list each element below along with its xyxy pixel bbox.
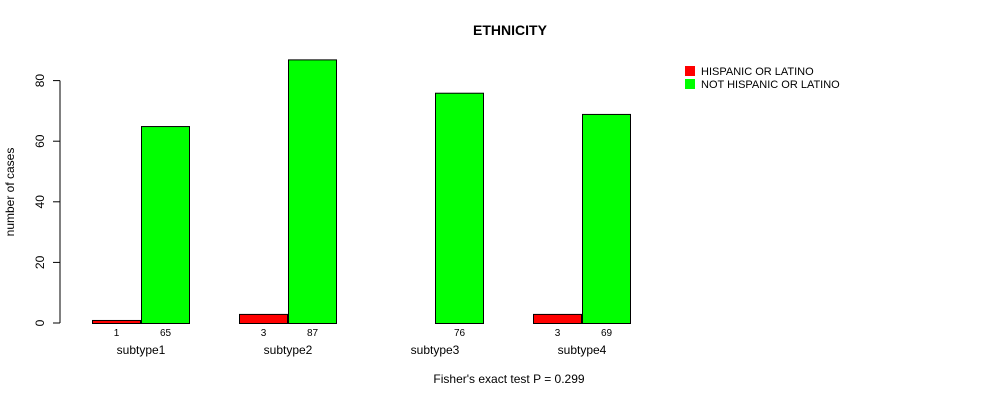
- y-tick-label: 60: [33, 134, 47, 148]
- y-tick-label: 20: [33, 255, 47, 269]
- x-axis-labels: subtype1 subtype2 subtype3 subtype4: [117, 343, 607, 357]
- x-category-label: subtype2: [264, 343, 313, 357]
- y-axis-label: number of cases: [3, 148, 17, 237]
- bar-value-label: 76: [454, 328, 466, 339]
- bar-subtype4-series1: [533, 313, 582, 325]
- bar-subtype2-series2: [288, 59, 337, 324]
- legend-label: HISPANIC OR LATINO: [701, 66, 814, 78]
- x-category-label: subtype1: [117, 343, 166, 357]
- bar-value-label: 87: [307, 328, 319, 339]
- bar-value-label: 3: [261, 328, 267, 339]
- y-tick-label: 80: [33, 74, 47, 88]
- bar-value-labels: 1 65 3 87 76 3 69: [114, 328, 613, 339]
- bar-subtype4-series2: [582, 113, 631, 325]
- bar-value-label: 1: [114, 328, 120, 339]
- fisher-test-note: Fisher's exact test P = 0.299: [433, 372, 584, 386]
- bars: [92, 59, 631, 325]
- legend-swatch: [685, 79, 695, 89]
- bar-value-label: 65: [160, 328, 172, 339]
- chart-title: ETHNICITY: [473, 22, 548, 38]
- bar-subtype1-series1: [92, 319, 141, 325]
- bar-value-label: 3: [555, 328, 561, 339]
- bar-subtype3-series2: [435, 92, 484, 324]
- y-tick-label: 0: [33, 319, 47, 326]
- y-axis: 0 20 40 60 80: [33, 74, 61, 326]
- x-category-label: subtype4: [558, 343, 607, 357]
- legend-label: NOT HISPANIC OR LATINO: [701, 79, 840, 91]
- y-tick-label: 40: [33, 195, 47, 209]
- legend-swatch: [685, 66, 695, 76]
- bar-subtype1-series2: [141, 126, 190, 324]
- bar-value-label: 69: [601, 328, 613, 339]
- bar-subtype2-series1: [239, 313, 288, 325]
- x-category-label: subtype3: [411, 343, 460, 357]
